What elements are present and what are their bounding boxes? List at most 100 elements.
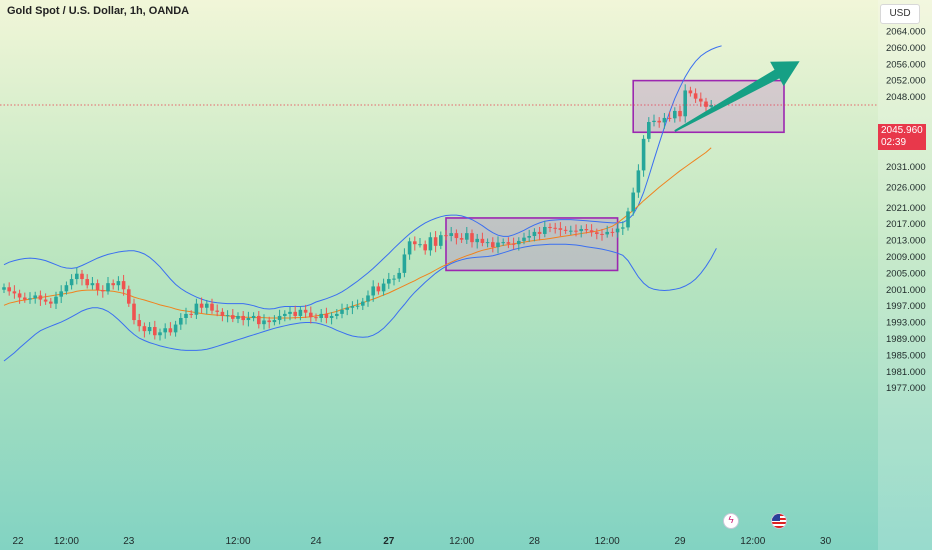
candle — [95, 279, 100, 296]
candle — [496, 236, 500, 254]
candle-body — [631, 192, 635, 212]
candle — [132, 298, 136, 325]
candle-body — [517, 240, 521, 245]
candle — [267, 316, 271, 329]
y-tick-label: 1997.000 — [886, 301, 926, 312]
candle — [293, 305, 297, 320]
candle-body — [184, 313, 188, 318]
candle — [454, 229, 459, 245]
candle-body — [64, 285, 69, 292]
candle-body — [101, 290, 105, 292]
candle — [246, 311, 251, 327]
candle-body — [475, 238, 479, 243]
candle-body — [381, 283, 386, 292]
candle-body — [293, 311, 297, 316]
candle — [272, 315, 277, 326]
candle — [626, 207, 630, 231]
flash-icon[interactable]: ϟ — [723, 513, 739, 529]
candle — [194, 298, 199, 320]
y-tick-label: 1977.000 — [886, 383, 926, 394]
candle — [662, 113, 667, 129]
candle-body — [662, 117, 667, 123]
candle-body — [589, 230, 594, 233]
candle-body — [683, 90, 687, 117]
candle-body — [225, 315, 230, 317]
candle-body — [636, 170, 641, 193]
x-tick-label: 12:00 — [54, 536, 79, 547]
candle — [69, 274, 74, 290]
upper-band-line — [3, 45, 722, 310]
candle-body — [522, 237, 526, 241]
candle-body — [28, 298, 32, 300]
x-tick-label: 24 — [310, 536, 322, 547]
candle-body — [423, 244, 427, 251]
candle — [236, 312, 240, 324]
candle — [387, 272, 391, 289]
candle — [402, 248, 407, 278]
candle-body — [418, 244, 422, 246]
x-tick-label: 30 — [820, 536, 832, 547]
candle-body — [527, 236, 531, 238]
y-tick-label: 2026.000 — [886, 182, 926, 193]
chart-title: Gold Spot / U.S. Dollar, 1h, OANDA — [7, 5, 190, 17]
candle-body — [387, 279, 391, 284]
candle — [641, 135, 646, 177]
candle-body — [397, 272, 401, 279]
candle-body — [621, 227, 625, 229]
candle — [90, 277, 95, 290]
candle — [423, 240, 427, 255]
candle — [210, 298, 214, 314]
candle-body — [605, 231, 609, 235]
candle — [220, 308, 225, 322]
candle — [59, 285, 63, 304]
candle-body — [137, 320, 141, 327]
candle — [485, 238, 490, 248]
candle — [563, 226, 568, 234]
candle — [522, 232, 526, 245]
candle-body — [283, 313, 287, 316]
candle-body — [454, 233, 459, 239]
candle — [678, 106, 682, 122]
candle-body — [558, 228, 563, 230]
y-tick-label: 1985.000 — [886, 350, 926, 361]
currency-button[interactable]: USD — [880, 4, 920, 24]
candle-body — [579, 229, 583, 232]
candle — [205, 299, 209, 315]
candle — [366, 290, 370, 307]
candle-body — [236, 315, 240, 319]
candle-body — [641, 138, 646, 171]
candle — [439, 231, 443, 250]
candle-body — [345, 307, 349, 310]
candle — [584, 224, 589, 234]
candle-body — [355, 305, 360, 307]
candle-body — [709, 104, 713, 107]
candle — [413, 236, 417, 251]
candle-body — [537, 231, 542, 234]
candle — [553, 222, 557, 234]
candle-body — [12, 291, 17, 294]
y-tick-label: 1993.000 — [886, 318, 926, 329]
candle — [491, 237, 495, 253]
candle-body — [262, 320, 266, 325]
bar-countdown-label: 02:39 — [881, 137, 907, 148]
us-flag-icon[interactable] — [771, 513, 787, 529]
candle-body — [69, 279, 74, 286]
candle-body — [407, 241, 412, 255]
candle-body — [600, 233, 604, 235]
candle-body — [569, 230, 573, 232]
candle-body — [194, 303, 199, 315]
candle — [54, 291, 58, 309]
candle — [397, 267, 401, 282]
candle — [595, 228, 599, 240]
candle-body — [673, 110, 677, 119]
candle-body — [85, 279, 89, 286]
candle — [667, 111, 672, 122]
candle — [147, 322, 152, 335]
candle — [376, 282, 381, 295]
candle — [163, 323, 167, 339]
candle-body — [657, 120, 661, 123]
candle-body — [43, 299, 48, 302]
